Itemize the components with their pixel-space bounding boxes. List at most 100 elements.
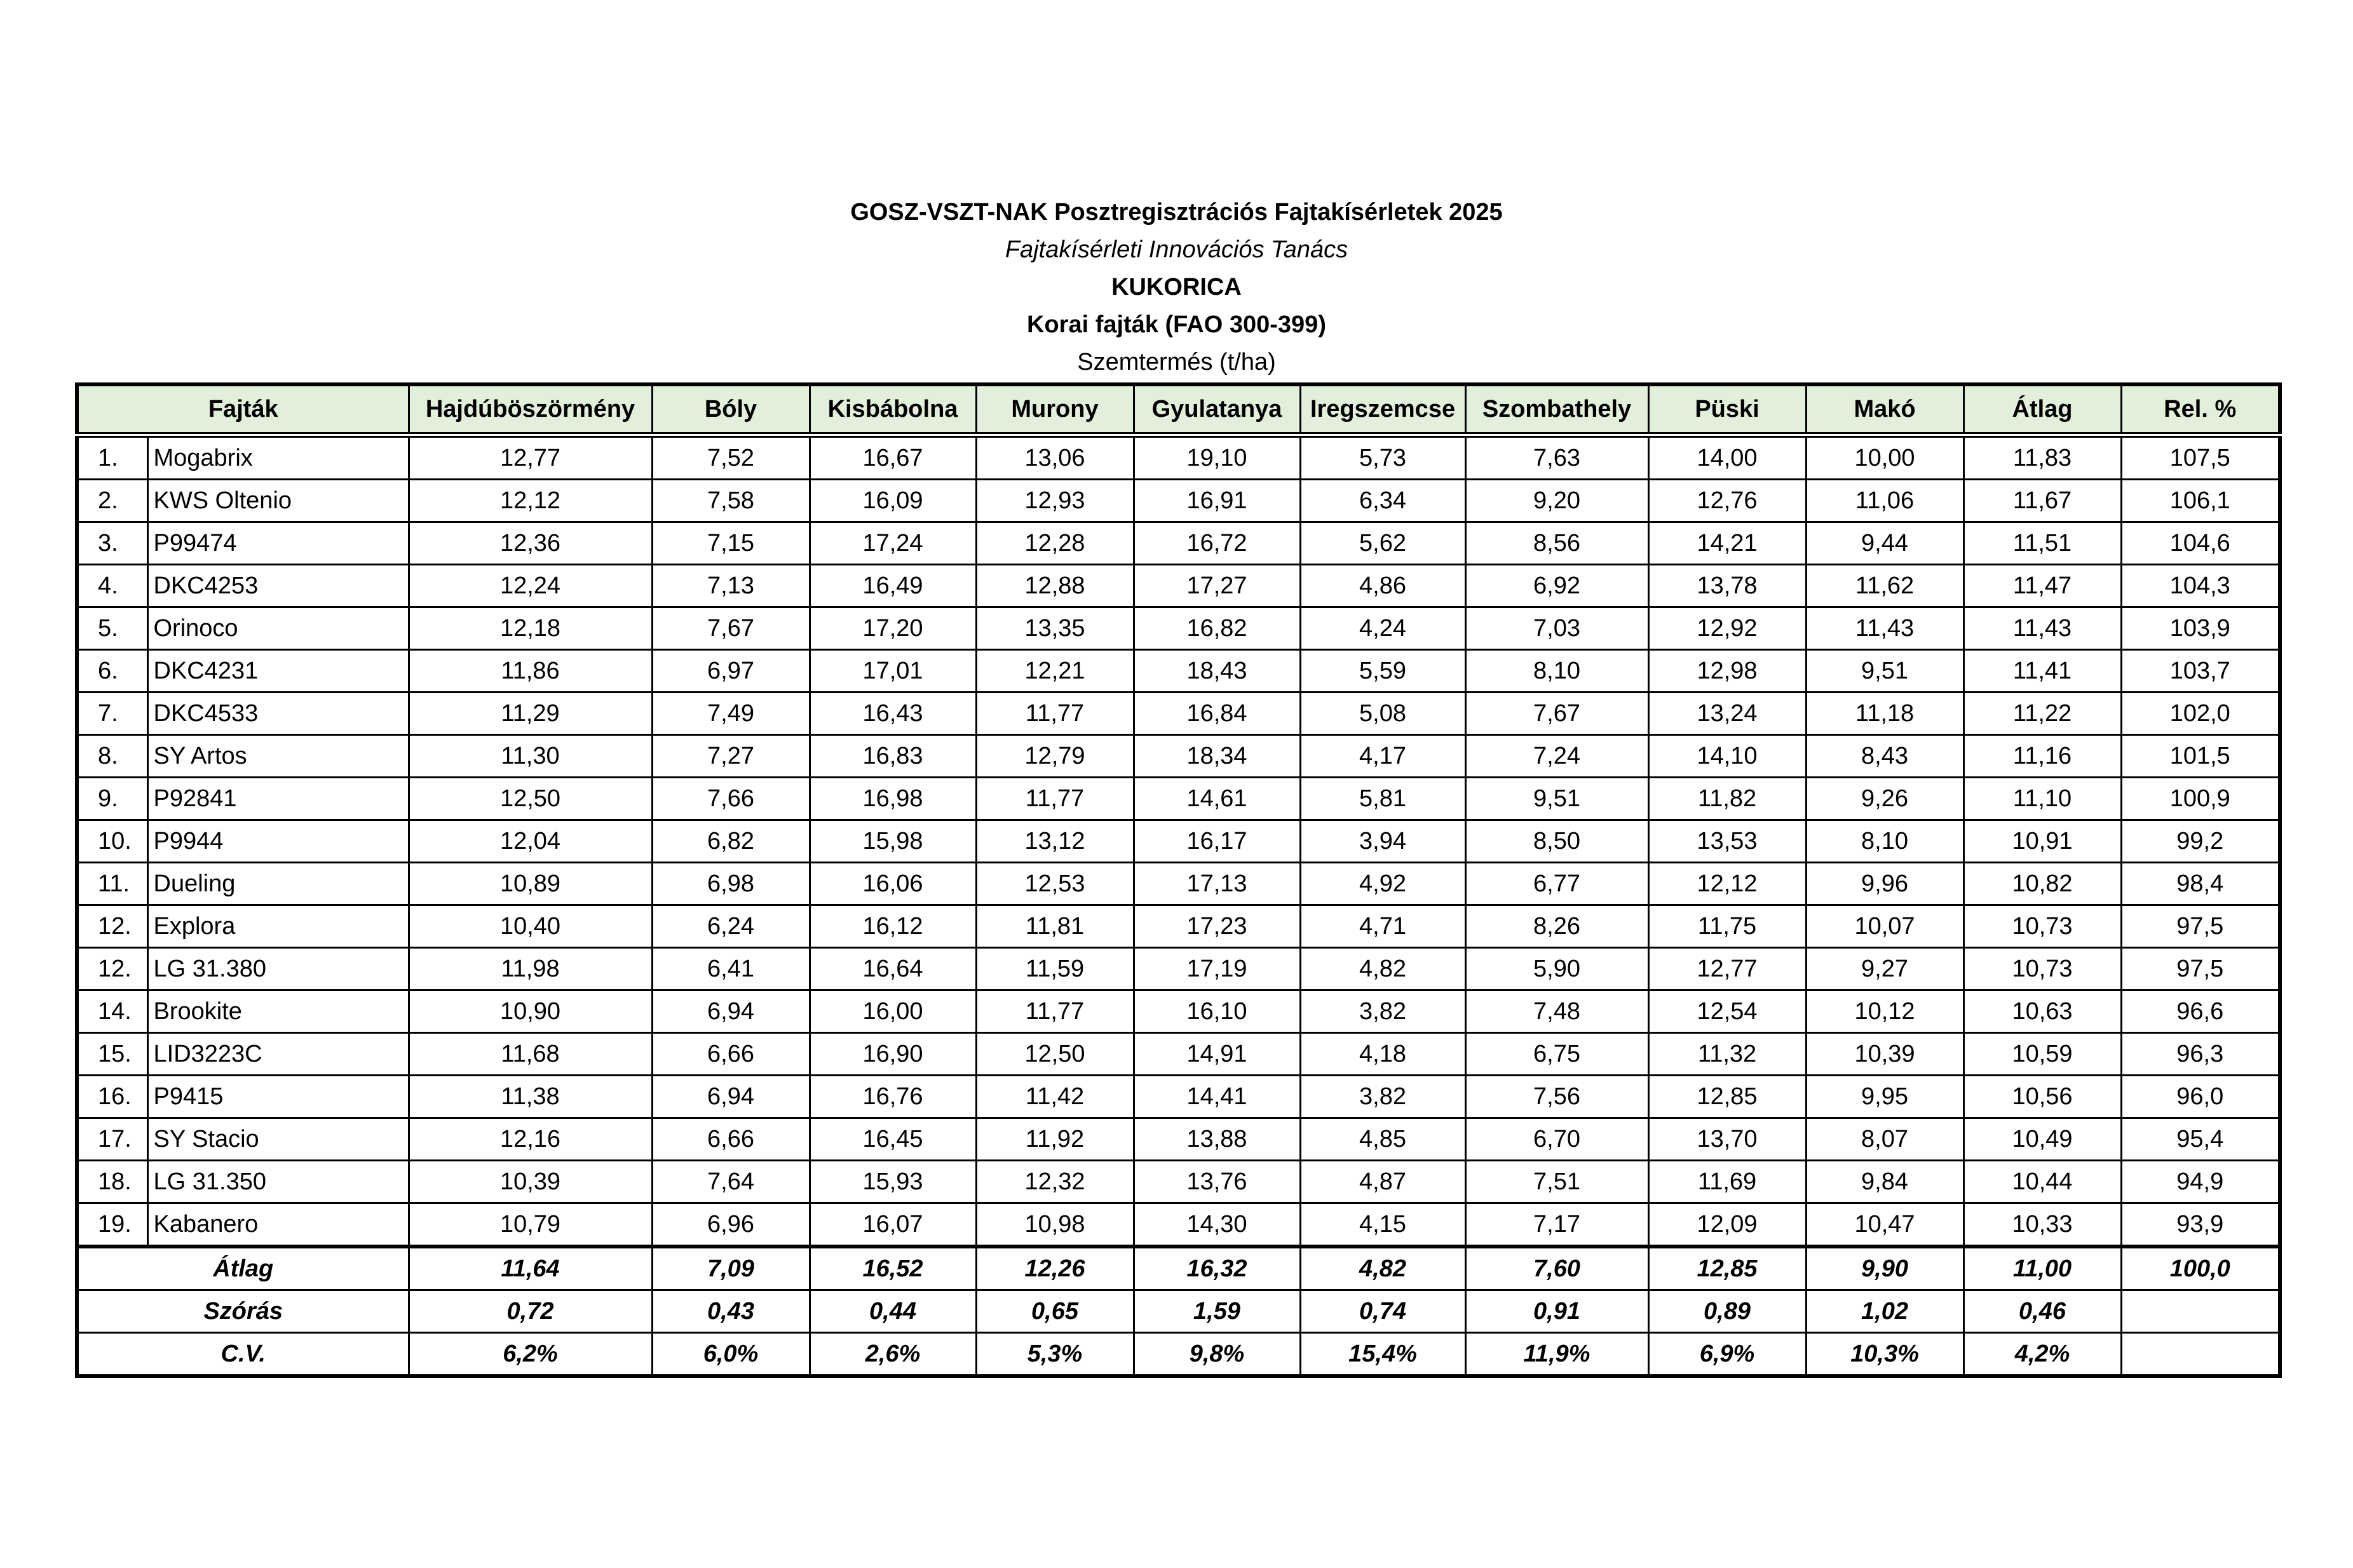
- value-cell: 103,9: [2120, 606, 2281, 651]
- value-cell: 15,98: [808, 819, 977, 863]
- summary-value: 9,8%: [1132, 1332, 1301, 1377]
- value-cell: 10,59: [1962, 1032, 2122, 1076]
- value-cell: 100,9: [2120, 776, 2281, 821]
- value-cell: 7,51: [1464, 1159, 1650, 1204]
- value-cell: 101,5: [2120, 734, 2281, 778]
- value-cell: 16,82: [1132, 606, 1301, 651]
- value-cell: 8,26: [1464, 904, 1650, 949]
- value-cell: 7,13: [651, 564, 811, 608]
- value-cell: 6,75: [1464, 1032, 1650, 1076]
- value-cell: 11,47: [1962, 564, 2122, 608]
- value-cell: 10,56: [1962, 1074, 2122, 1119]
- summary-value: 9,90: [1805, 1245, 1965, 1291]
- value-cell: 11,06: [1805, 478, 1965, 523]
- column-header: Rel. %: [2120, 383, 2281, 438]
- table-row: 5. Orinoco 12,18 7,67 17,20 13,35 16,82 4,24 7,0…: [76, 606, 2281, 651]
- value-cell: 12,24: [407, 564, 653, 608]
- summary-value: [2120, 1289, 2281, 1334]
- summary-value: 0,46: [1962, 1289, 2122, 1334]
- value-cell: 5,08: [1299, 691, 1467, 736]
- value-cell: 12,77: [407, 434, 653, 480]
- table-row: 12. Explora 10,40 6,24 16,12 11,81 17,23 4,71 8,…: [76, 904, 2281, 949]
- summary-value: 15,4%: [1299, 1332, 1467, 1377]
- value-cell: 12,09: [1647, 1202, 1807, 1248]
- summary-value: 1,59: [1132, 1289, 1301, 1334]
- value-cell: 7,52: [651, 434, 811, 480]
- value-cell: 12,79: [975, 734, 1135, 778]
- value-cell: 11,43: [1962, 606, 2122, 651]
- value-cell: 7,63: [1464, 434, 1650, 480]
- value-cell: 14,91: [1132, 1032, 1301, 1076]
- value-cell: 13,53: [1647, 819, 1807, 863]
- rank-cell: 5.: [76, 606, 149, 651]
- value-cell: 16,43: [808, 691, 977, 736]
- variety-name-cell: LG 31.350: [146, 1159, 410, 1204]
- summary-value: 0,91: [1464, 1289, 1650, 1334]
- value-cell: 10,00: [1805, 434, 1965, 480]
- value-cell: 11,51: [1962, 521, 2122, 565]
- value-cell: 102,0: [2120, 691, 2281, 736]
- value-cell: 106,1: [2120, 478, 2281, 523]
- value-cell: 11,67: [1962, 478, 2122, 523]
- value-cell: 5,73: [1299, 434, 1467, 480]
- summary-value: 11,64: [407, 1245, 653, 1291]
- rank-cell: 2.: [76, 478, 149, 523]
- value-cell: 7,67: [651, 606, 811, 651]
- value-cell: 16,84: [1132, 691, 1301, 736]
- value-cell: 12,92: [1647, 606, 1807, 651]
- value-cell: 13,70: [1647, 1117, 1807, 1161]
- value-cell: 9,96: [1805, 862, 1965, 906]
- value-cell: 99,2: [2120, 819, 2281, 863]
- value-cell: 10,82: [1962, 862, 2122, 906]
- value-cell: 12,77: [1647, 947, 1807, 991]
- value-cell: 10,73: [1962, 904, 2122, 949]
- report-header: GOSZ-VSZT-NAK Posztregisztrációs Fajtakí…: [0, 194, 2353, 381]
- value-cell: 11,43: [1805, 606, 1965, 651]
- value-cell: 8,50: [1464, 819, 1650, 863]
- value-cell: 6,94: [651, 1074, 811, 1119]
- value-cell: 16,72: [1132, 521, 1301, 565]
- value-cell: 17,20: [808, 606, 977, 651]
- report-subtitle: Fajtakísérleti Innovációs Tanács: [1005, 236, 1348, 263]
- variety-name-cell: Orinoco: [146, 606, 410, 651]
- summary-value: 0,43: [651, 1289, 811, 1334]
- table-row: 8. SY Artos 11,30 7,27 16,83 12,79 18,34 4,17 7,…: [76, 734, 2281, 778]
- value-cell: 4,15: [1299, 1202, 1467, 1248]
- value-cell: 5,59: [1299, 649, 1467, 693]
- value-cell: 12,50: [975, 1032, 1135, 1076]
- value-cell: 104,3: [2120, 564, 2281, 608]
- value-cell: 12,88: [975, 564, 1135, 608]
- rank-cell: 4.: [76, 564, 149, 608]
- value-cell: 12,12: [407, 478, 653, 523]
- table-row: 16. P9415 11,38 6,94 16,76 11,42 14,41 3,82 7,56…: [76, 1074, 2281, 1119]
- value-cell: 96,0: [2120, 1074, 2281, 1119]
- value-cell: 97,5: [2120, 947, 2281, 991]
- value-cell: 11,83: [1962, 434, 2122, 480]
- summary-value: 2,6%: [808, 1332, 977, 1377]
- value-cell: 10,47: [1805, 1202, 1965, 1248]
- value-cell: 16,90: [808, 1032, 977, 1076]
- value-cell: 11,98: [407, 947, 653, 991]
- value-cell: 6,24: [651, 904, 811, 949]
- variety-name-cell: Kabanero: [146, 1202, 410, 1248]
- value-cell: 16,98: [808, 776, 977, 821]
- value-cell: 5,81: [1299, 776, 1467, 821]
- value-cell: 4,24: [1299, 606, 1467, 651]
- value-cell: 9,95: [1805, 1074, 1965, 1119]
- value-cell: 17,24: [808, 521, 977, 565]
- value-cell: 9,51: [1464, 776, 1650, 821]
- value-cell: 7,66: [651, 776, 811, 821]
- summary-value: 1,02: [1805, 1289, 1965, 1334]
- value-cell: 11,92: [975, 1117, 1135, 1161]
- value-cell: 8,10: [1805, 819, 1965, 863]
- value-cell: 97,5: [2120, 904, 2281, 949]
- column-header: Átlag: [1962, 383, 2122, 438]
- value-cell: 12,50: [407, 776, 653, 821]
- value-cell: 16,09: [808, 478, 977, 523]
- value-cell: 13,12: [975, 819, 1135, 863]
- report-title: GOSZ-VSZT-NAK Posztregisztrációs Fajtakí…: [850, 199, 1503, 226]
- value-cell: 9,51: [1805, 649, 1965, 693]
- value-cell: 12,18: [407, 606, 653, 651]
- column-header: Hajdúböszörmény: [407, 383, 653, 438]
- value-cell: 6,96: [651, 1202, 811, 1248]
